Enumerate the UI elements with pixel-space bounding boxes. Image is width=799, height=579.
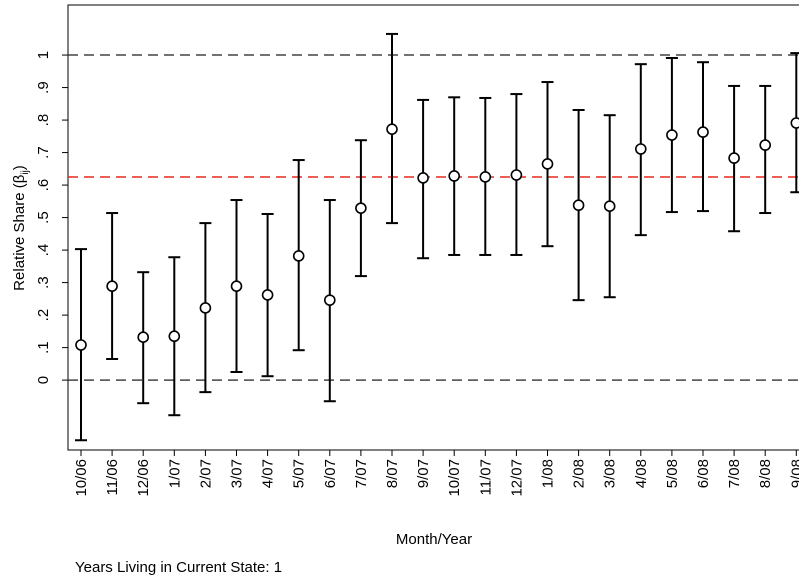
point — [230, 280, 243, 292]
point — [541, 158, 554, 170]
y-axis-label: Relative Share (βij) — [11, 165, 31, 291]
x-tick-label: 11/06 — [104, 459, 121, 495]
x-tick-label: 5/07 — [291, 459, 308, 488]
x-tick-label: 7/07 — [353, 459, 370, 488]
point — [417, 172, 429, 184]
x-tick-label: 3/07 — [229, 459, 246, 488]
y-tick-label: .1 — [35, 341, 52, 354]
x-tick-label: 6/08 — [695, 459, 712, 488]
point — [603, 200, 616, 213]
y-tick-label: .8 — [35, 114, 52, 127]
point — [168, 330, 181, 343]
x-tick-label: 9/08 — [788, 459, 799, 488]
y-tick-label: .4 — [35, 244, 52, 257]
y-tick-label: .7 — [35, 146, 52, 159]
y-tick-label: 1 — [35, 51, 52, 59]
y-tick-label: .6 — [35, 179, 52, 192]
point — [261, 289, 274, 301]
y-tick-label: .9 — [35, 81, 52, 94]
x-tick-label: 7/08 — [726, 459, 743, 488]
point — [355, 202, 367, 214]
point — [572, 199, 585, 212]
y-tick-label: .5 — [35, 211, 52, 224]
point — [697, 126, 709, 138]
point — [510, 169, 523, 181]
x-tick-label: 2/07 — [197, 459, 214, 488]
point — [137, 331, 149, 344]
y-tick-label: 0 — [35, 376, 52, 384]
x-tick-label: 9/07 — [415, 459, 432, 488]
x-tick-label: 3/08 — [602, 459, 619, 488]
x-axis-label: Month/Year — [396, 531, 472, 548]
plot-frame — [67, 4, 799, 451]
x-tick-label: 12/06 — [135, 459, 152, 497]
x-tick-label: 4/07 — [260, 459, 277, 488]
x-tick-label: 1/08 — [540, 459, 557, 488]
point — [666, 129, 678, 141]
point — [634, 143, 647, 155]
point — [106, 280, 118, 292]
point — [199, 302, 212, 314]
x-tick-label: 5/08 — [664, 459, 681, 488]
point — [790, 117, 799, 129]
point — [75, 339, 87, 351]
x-tick-label: 10/06 — [73, 459, 90, 497]
y-tick-label: .3 — [35, 276, 52, 289]
point — [728, 152, 740, 164]
x-tick-label: 2/08 — [571, 459, 588, 488]
point — [323, 294, 336, 306]
x-tick-label: 10/07 — [446, 459, 463, 497]
x-tick-label: 11/07 — [477, 459, 494, 495]
x-tick-label: 1/07 — [166, 459, 183, 488]
y-label-sub: ij — [20, 170, 31, 174]
note: Years Living in Current State: 1 — [75, 559, 282, 576]
point — [759, 139, 772, 151]
x-tick-label: 8/08 — [757, 459, 774, 488]
x-tick-label: 8/07 — [384, 459, 401, 488]
x-tick-label: 6/07 — [322, 459, 339, 488]
y-label-main: Relative Share (β — [11, 174, 28, 291]
y-tick-label: .2 — [35, 309, 52, 322]
x-tick-label: 4/08 — [633, 459, 650, 488]
point — [479, 171, 492, 183]
point — [448, 170, 461, 182]
point — [292, 250, 305, 262]
x-tick-label: 12/07 — [508, 459, 525, 497]
y-label-end: ) — [11, 165, 28, 170]
point — [386, 123, 398, 135]
